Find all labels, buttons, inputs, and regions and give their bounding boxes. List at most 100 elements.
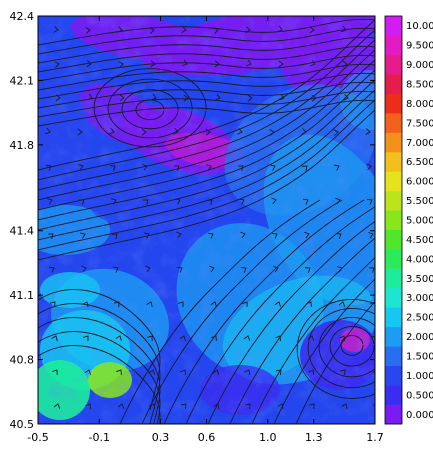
colorbar-swatch xyxy=(385,93,402,114)
streamline-arrow xyxy=(173,127,179,135)
streamline-arrow xyxy=(207,232,214,239)
streamline-arrow xyxy=(52,369,58,376)
streamline-arrow xyxy=(109,127,115,135)
streamline xyxy=(185,206,375,424)
streamline-arrow xyxy=(180,369,186,376)
streamline-arrow xyxy=(366,198,373,205)
streamline-arrow xyxy=(368,267,375,273)
streamline-arrow xyxy=(243,335,251,341)
streamline xyxy=(229,237,375,424)
streamline-arrow xyxy=(112,266,119,273)
streamline-arrow xyxy=(111,198,117,205)
streamline-arrow xyxy=(53,26,59,33)
x-tick-label: 0.3 xyxy=(152,431,170,444)
streamline-arrow xyxy=(209,265,215,273)
streamline-arrow xyxy=(309,403,315,410)
y-tick-label: 41.8 xyxy=(10,139,35,152)
streamline-arrow xyxy=(117,26,123,33)
y-axis: 42.4 42.1 41.8 41.4 41.1 40.8 40.5 xyxy=(10,10,375,431)
streamline-arrow xyxy=(117,403,125,409)
streamline-arrow xyxy=(212,369,220,375)
colorbar-label: 1.000 xyxy=(406,371,433,382)
colorbar-label: 7.000 xyxy=(406,138,433,149)
streamline-arrow xyxy=(335,233,342,239)
streamline-arrow xyxy=(86,60,92,67)
colorbar: 0.000 0.500 1.000 1.500 2.000 2.500 3.000 3.500… xyxy=(384,15,433,425)
y-tick-label: 42.1 xyxy=(10,74,35,87)
streamline-arrow xyxy=(270,164,276,171)
streamline-arrow xyxy=(53,403,61,409)
colorbar-label: 1.500 xyxy=(406,352,433,363)
streamline xyxy=(329,326,375,367)
streamline xyxy=(207,220,375,424)
streamline xyxy=(38,89,375,241)
colorbar-swatch xyxy=(385,16,402,36)
streamline xyxy=(119,199,321,424)
streamline-arrow xyxy=(142,164,148,171)
streamline-arrow xyxy=(49,266,55,273)
streamline-arrow xyxy=(308,369,315,376)
streamline xyxy=(38,39,375,191)
streamline-arrow xyxy=(343,94,349,101)
colorbar-label: 6.500 xyxy=(406,157,433,168)
streamline xyxy=(38,72,375,100)
streamline-arrow xyxy=(175,198,181,205)
x-tick-label: -0.5 xyxy=(27,431,48,444)
streamline-arrow xyxy=(214,60,220,68)
streamline-arrow xyxy=(275,335,281,342)
streamline-arrow xyxy=(77,128,83,136)
streamline xyxy=(121,89,179,130)
colorbar-label: 0.000 xyxy=(406,410,433,421)
streamline-arrow xyxy=(206,164,212,171)
streamline-arrow xyxy=(78,163,84,171)
streamline-arrow xyxy=(372,369,375,375)
streamline-arrow xyxy=(210,301,217,307)
streamline-arrow xyxy=(237,128,243,135)
streamline-arrow xyxy=(179,335,186,341)
streamline-arrow xyxy=(149,27,155,34)
colorbar-label: 2.500 xyxy=(406,313,433,324)
streamline-arrow xyxy=(145,265,151,273)
streamline xyxy=(38,109,375,261)
streamline-arrow xyxy=(118,61,124,68)
streamline-arrow xyxy=(273,265,279,273)
colorbar-swatch xyxy=(385,152,402,172)
streamline-arrow xyxy=(337,266,343,273)
streamline xyxy=(273,278,375,424)
streamline-arrow xyxy=(213,27,219,34)
streamline-arrow xyxy=(180,403,187,410)
colorbar-swatch xyxy=(385,35,402,56)
streamline-arrow xyxy=(341,403,348,409)
streamline xyxy=(38,99,375,127)
streamline-arrow xyxy=(82,301,89,307)
streamline-arrow xyxy=(84,369,91,375)
colorbar-label: 4.000 xyxy=(406,254,433,265)
streamline-arrow xyxy=(306,301,312,308)
colorbar-label: 9.500 xyxy=(406,41,433,52)
y-tick-label: 41.1 xyxy=(10,289,35,302)
streamline-arrow xyxy=(78,199,85,205)
colorbar-label: 3.500 xyxy=(406,274,433,285)
streamline xyxy=(307,308,375,389)
streamline xyxy=(38,69,375,221)
streamline-arrow xyxy=(366,163,372,171)
colorbar-label: 5.000 xyxy=(406,216,433,227)
streamline-arrow xyxy=(309,26,315,34)
streamline-arrow xyxy=(182,59,188,67)
streamline-arrow xyxy=(302,198,309,205)
streamline-arrow xyxy=(146,301,153,307)
colorbar-label: 10.00 xyxy=(406,21,433,32)
streamline-arrow xyxy=(311,94,317,102)
streamline-arrow xyxy=(183,94,189,102)
colorbar-frame xyxy=(384,15,403,425)
streamline xyxy=(38,345,161,424)
plot-area xyxy=(38,16,375,424)
streamline xyxy=(295,300,375,424)
streamline xyxy=(38,59,375,211)
streamline-arrow xyxy=(307,335,315,341)
streamline-arrow xyxy=(150,60,156,68)
streamline xyxy=(38,27,375,55)
streamline-arrow xyxy=(333,129,339,136)
streamline-arrow xyxy=(304,231,310,239)
